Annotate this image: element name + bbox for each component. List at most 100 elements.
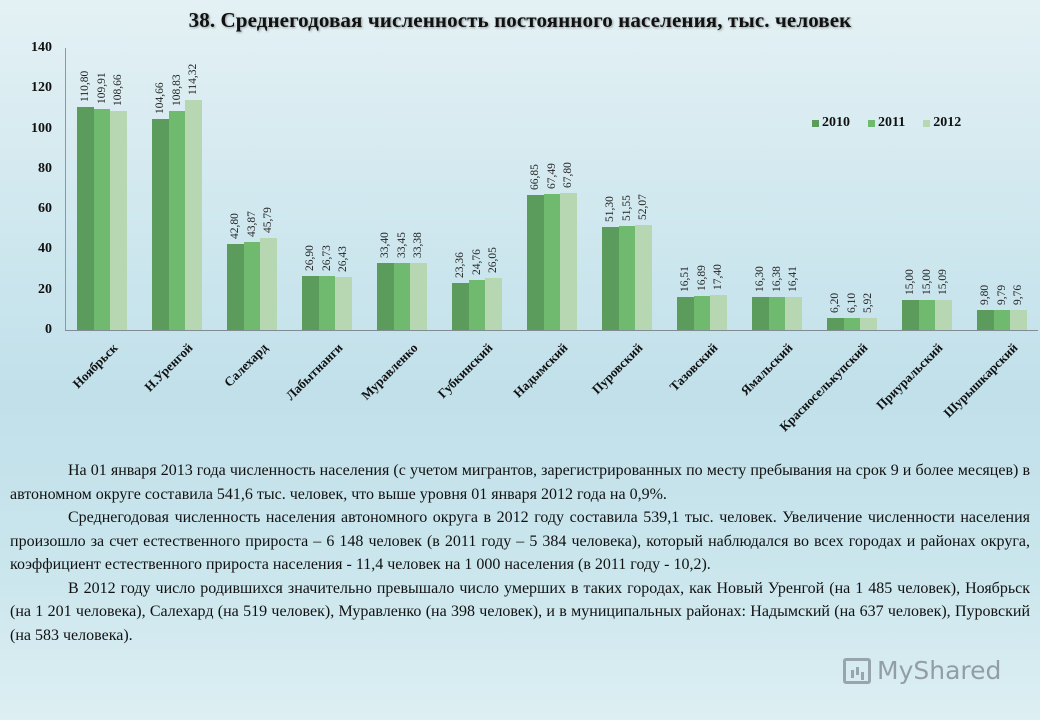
legend: 2010 2011 2012 xyxy=(812,115,961,131)
bar xyxy=(710,294,727,330)
bar xyxy=(918,299,935,330)
bar xyxy=(335,276,352,330)
y-tick-label: 140 xyxy=(31,40,52,55)
legend-swatch-icon xyxy=(868,119,875,127)
body-text: На 01 января 2013 года численность насел… xyxy=(10,459,1030,647)
data-label: 108,83 xyxy=(170,74,183,106)
bar xyxy=(152,119,169,330)
bar xyxy=(935,299,952,330)
bar xyxy=(77,106,94,330)
y-tick-label: 60 xyxy=(38,201,52,217)
legend-label: 2011 xyxy=(878,115,906,130)
bar xyxy=(827,317,844,330)
paragraph: Среднегодовая численность населения авто… xyxy=(10,509,1030,573)
data-label: 15,09 xyxy=(937,268,949,295)
data-label: 45,79 xyxy=(262,206,274,233)
bar xyxy=(393,262,410,330)
x-tick-label: Ноябрьск xyxy=(69,340,121,392)
bar xyxy=(452,282,469,330)
data-label: 67,80 xyxy=(562,162,574,189)
bar-chart: 0 20 40 60 80 100 120 140 110,80 109,91 108,66 104… xyxy=(31,40,1038,434)
data-label: 26,90 xyxy=(304,244,316,271)
chart-title: 38. Среднегодовая численность постоянног… xyxy=(188,8,852,32)
data-label: 42,80 xyxy=(229,212,241,239)
legend-label: 2010 xyxy=(822,115,850,130)
x-axis-line xyxy=(65,330,1038,331)
legend-swatch-icon xyxy=(923,119,931,127)
data-label: 16,41 xyxy=(787,266,799,292)
bar xyxy=(843,317,860,330)
data-label: 108,66 xyxy=(112,74,124,107)
bar xyxy=(485,277,502,330)
data-label: 5,92 xyxy=(862,292,874,314)
bar xyxy=(635,225,652,330)
data-label: 104,66 xyxy=(154,82,166,115)
data-label: 51,30 xyxy=(604,195,616,222)
data-label: 33,38 xyxy=(412,231,424,258)
bar xyxy=(185,99,202,330)
data-label: 16,51 xyxy=(679,265,691,292)
legend-label: 2012 xyxy=(933,115,962,130)
y-tick-label: 100 xyxy=(31,120,52,136)
bar xyxy=(768,297,785,330)
data-label: 23,36 xyxy=(454,252,466,278)
data-label: 9,80 xyxy=(979,285,991,306)
data-label: 33,45 xyxy=(395,231,408,258)
paragraph: На 01 января 2013 года численность насел… xyxy=(10,462,1030,503)
data-label: 6,20 xyxy=(829,292,841,313)
legend-swatch-icon xyxy=(812,119,819,127)
data-label: 26,43 xyxy=(337,245,349,272)
bar xyxy=(468,280,485,330)
y-tick-label: 80 xyxy=(38,160,52,176)
bar xyxy=(260,237,277,330)
watermark: MyShared xyxy=(843,656,1001,685)
data-label: 26,05 xyxy=(487,246,499,273)
bar xyxy=(302,275,319,330)
bar xyxy=(618,226,635,330)
bar xyxy=(110,111,127,330)
bar xyxy=(993,310,1010,330)
bar xyxy=(1010,310,1027,330)
y-tick-label: 40 xyxy=(38,241,52,257)
bar xyxy=(543,194,560,330)
y-axis-line xyxy=(65,48,66,331)
data-label: 24,76 xyxy=(470,249,483,276)
bar xyxy=(93,108,110,330)
bar xyxy=(227,243,244,330)
bar xyxy=(752,297,769,330)
bar xyxy=(168,110,185,330)
data-label: 109,91 xyxy=(95,71,108,104)
data-label: 6,10 xyxy=(845,292,858,313)
bar xyxy=(677,296,694,330)
legend-item: 2010 xyxy=(812,115,850,131)
bar xyxy=(860,318,877,330)
bar xyxy=(560,193,577,330)
y-tick-label: 0 xyxy=(45,322,52,337)
bar xyxy=(602,226,619,330)
bar xyxy=(318,276,335,330)
data-label: 67,49 xyxy=(545,163,558,190)
presentation-chart-icon xyxy=(843,657,871,684)
data-label: 16,89 xyxy=(695,265,708,291)
bar xyxy=(902,299,919,330)
data-label: 16,30 xyxy=(754,266,766,293)
data-label: 9,79 xyxy=(995,285,1008,306)
bar xyxy=(693,295,710,330)
legend-item: 2012 xyxy=(923,115,961,131)
data-label: 15,00 xyxy=(904,268,916,295)
paragraph: В 2012 году число родившихся значительно… xyxy=(10,579,1030,644)
data-label: 43,87 xyxy=(245,210,258,237)
bar xyxy=(527,195,544,330)
data-label: 114,32 xyxy=(187,63,199,95)
data-label: 15,00 xyxy=(920,268,933,295)
bar xyxy=(377,262,394,330)
bar xyxy=(785,296,802,330)
legend-item: 2011 xyxy=(868,115,905,131)
bar xyxy=(243,241,260,330)
data-label: 52,07 xyxy=(637,194,649,221)
data-label: 9,76 xyxy=(1012,285,1024,306)
y-tick-label: 120 xyxy=(31,80,52,96)
bar xyxy=(977,310,994,330)
data-label: 33,40 xyxy=(379,231,391,258)
y-tick-label: 20 xyxy=(38,281,52,297)
